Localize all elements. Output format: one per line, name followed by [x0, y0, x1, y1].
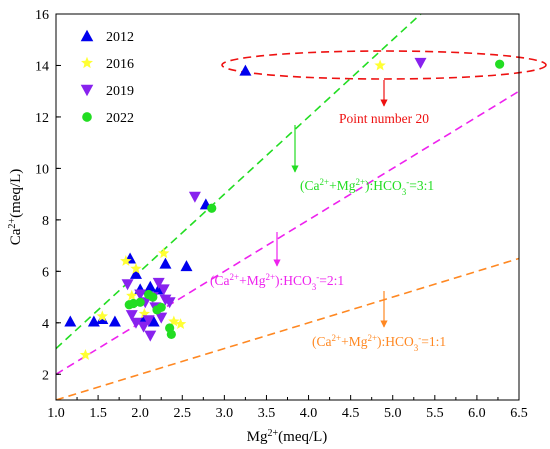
legend-marker-2012: [80, 29, 94, 42]
legend: 2012 2016 2019 2022: [80, 29, 134, 126]
point-2016: [168, 315, 180, 327]
data-points: [64, 57, 505, 360]
point-2016: [174, 318, 187, 329]
y-tick-label: 16: [35, 8, 49, 23]
point-2019: [414, 57, 427, 69]
point-2022: [135, 297, 145, 307]
legend-label-2019: 2019: [106, 84, 134, 99]
point-2019: [134, 289, 147, 301]
y-tick-label: 12: [35, 111, 49, 126]
point-2022: [148, 292, 158, 302]
x-tick-label: 6.0: [468, 406, 486, 421]
point-2019: [155, 312, 168, 324]
point-2016: [374, 59, 386, 71]
point-2012: [129, 267, 142, 279]
point-2019: [144, 330, 157, 342]
point-2016: [130, 262, 142, 274]
x-tick-label: 2.0: [131, 406, 149, 421]
series-2019: [121, 57, 427, 342]
x-tick-label: 4.0: [300, 406, 318, 421]
annotations: [221, 50, 547, 328]
point-2012: [144, 280, 157, 292]
point-2022: [495, 59, 505, 69]
legend-label-2016: 2016: [106, 57, 134, 72]
x-axis-title: Mg2+(meq/L): [247, 428, 328, 446]
point-2012: [180, 260, 193, 272]
axis-ticks: 1.0 1.5 2.0 2.5 3.0 3.5 4.0 4.5 5.0 5.5 6.0 6.5 2 4 6 8…: [35, 8, 528, 421]
line-1-1-label: (Ca2++Mg2+):HCO3-=1:1: [312, 333, 446, 353]
point-2022: [166, 329, 176, 339]
x-tick-label: 3.5: [258, 406, 276, 421]
point-2019: [163, 297, 176, 309]
x-tick-label: 5.5: [426, 406, 444, 421]
x-tick-label: 6.5: [510, 406, 528, 421]
line-2-1-label: (Ca2++Mg2+):HCO3-=2:1: [210, 272, 344, 292]
point-2019: [188, 191, 201, 203]
legend-label-2012: 2012: [106, 30, 134, 45]
point-2016: [138, 307, 151, 319]
x-tick-label: 1.0: [47, 406, 65, 421]
point-2022: [207, 203, 217, 213]
x-tick-label: 1.5: [89, 406, 107, 421]
point-2012: [108, 315, 121, 327]
y-axis-title: Ca2+(meq/L): [7, 169, 25, 245]
legend-label-2022: 2022: [106, 111, 134, 126]
point-2016: [96, 310, 109, 322]
legend-marker-2016: [81, 56, 93, 69]
x-tick-label: 2.5: [174, 406, 192, 421]
point-2012: [64, 315, 77, 327]
ref-line-1-1: [56, 257, 519, 400]
ref-line-3-1: [56, 14, 422, 350]
legend-marker-2019: [80, 84, 94, 97]
x-tick-label: 4.5: [342, 406, 360, 421]
point-2019: [121, 279, 134, 291]
point-20-ellipse: [221, 50, 547, 80]
point-2019: [157, 284, 170, 296]
point-2019: [142, 315, 155, 327]
y-tick-label: 6: [42, 265, 49, 280]
point-2016: [79, 348, 92, 360]
x-tick-label: 5.0: [384, 406, 402, 421]
y-tick-label: 10: [35, 162, 49, 177]
y-tick-label: 14: [35, 59, 49, 74]
y-tick-label: 2: [42, 368, 49, 383]
point-2019: [137, 321, 150, 333]
point-2019: [152, 277, 165, 289]
series-2022: [124, 59, 505, 339]
point-2019: [129, 317, 142, 329]
point-2012: [239, 64, 252, 76]
point-2019: [125, 310, 138, 322]
legend-marker-2022: [82, 112, 92, 122]
line-3-1-label: (Ca2++Mg2+):HCO3-=3:1: [300, 177, 434, 197]
point-2012: [159, 257, 172, 269]
series-2016: [79, 59, 386, 360]
ref-line-2-1: [56, 90, 519, 375]
point-2022: [156, 302, 166, 312]
point-2016: [126, 289, 138, 301]
point-20-label: Point number 20: [339, 111, 429, 126]
point-2016: [158, 247, 170, 259]
y-tick-label: 8: [42, 214, 49, 229]
y-tick-label: 4: [42, 317, 49, 332]
point-2016: [120, 255, 132, 266]
x-tick-label: 3.0: [216, 406, 234, 421]
point-2012: [147, 315, 160, 327]
